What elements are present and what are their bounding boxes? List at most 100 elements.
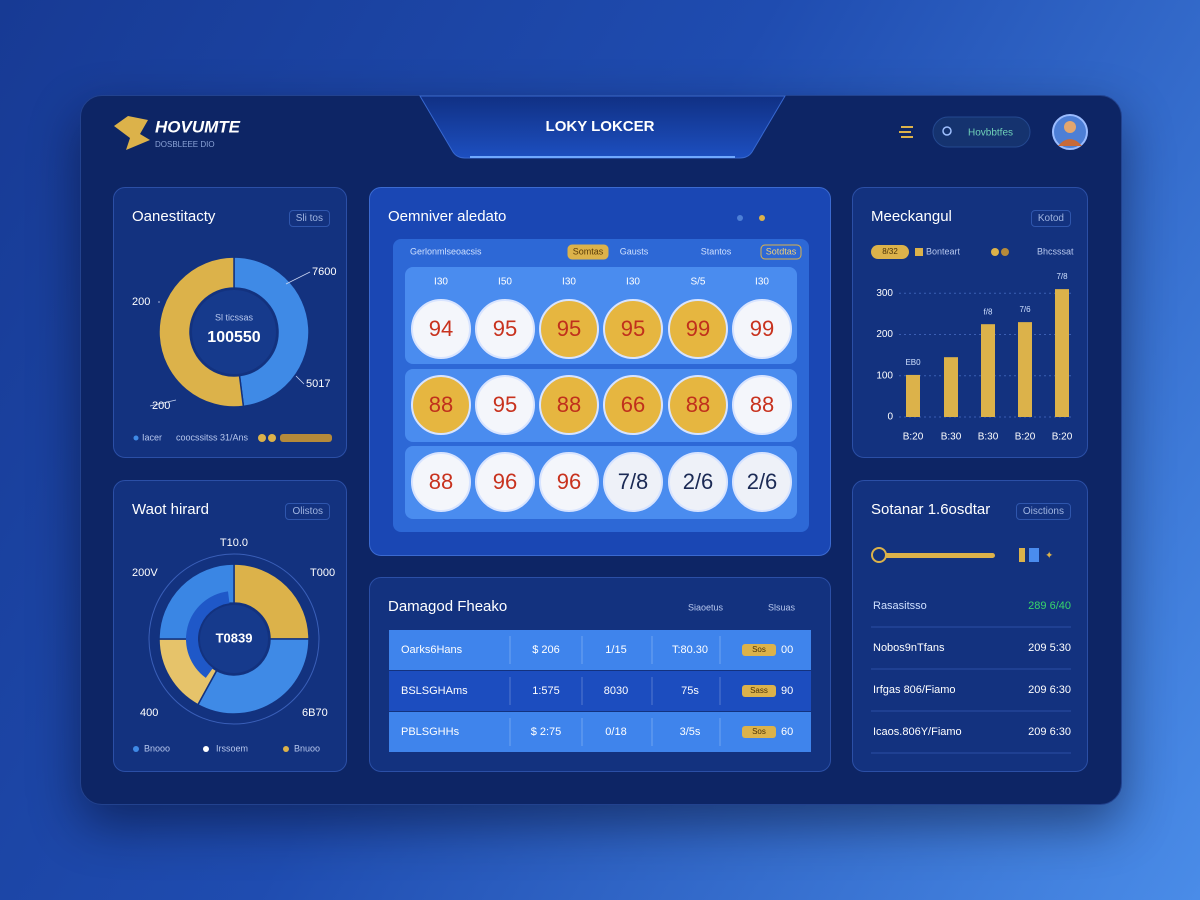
legend-dot (283, 746, 289, 752)
legend-dot (258, 434, 266, 442)
ball[interactable] (539, 375, 599, 435)
ball[interactable] (668, 452, 728, 512)
ball[interactable] (603, 299, 663, 359)
donut-hole (192, 290, 276, 374)
status-list: ✦ Rasasitsso 289 6/40 Nobos9nTfans 209 5:30 I… (871, 547, 1071, 754)
ball[interactable] (411, 299, 471, 359)
panel-title: Damagod Fheako (388, 598, 508, 615)
table-cell: Oarks6Hans (401, 644, 463, 656)
table-cell: 75s (681, 685, 699, 697)
donut-segment (233, 563, 310, 640)
ball-number: 88 (557, 392, 581, 417)
table-cell: 0/18 (605, 726, 626, 738)
tab-title: LOKY LOKCER (546, 118, 655, 135)
ball[interactable] (732, 452, 792, 512)
ball-number: 88 (429, 392, 453, 417)
ball-number: 99 (750, 316, 774, 341)
filter-label: Somtas (573, 246, 604, 256)
row-name: Icaos.806Y/Fiamo (873, 726, 962, 738)
callout-label: T000 (310, 567, 335, 579)
ball[interactable] (603, 452, 663, 512)
bar-annotation: 7/8 (1056, 272, 1068, 281)
legend-dot (1001, 248, 1009, 256)
filter-label: Sotdtas (766, 246, 797, 256)
callout-label: 7600 (312, 266, 336, 278)
row-name: Irfgas 806/Fiamo (873, 684, 956, 696)
table-cell: $ 206 (532, 644, 560, 656)
table-row (389, 671, 811, 711)
badge (742, 644, 776, 656)
donut-hole (200, 605, 268, 673)
filter-pill[interactable] (567, 244, 609, 260)
ball-number: 95 (557, 316, 581, 341)
y-tick-label: 200 (876, 329, 893, 340)
status-dot (759, 215, 765, 221)
ball[interactable] (411, 452, 471, 512)
panel-title: Sotanar 1.6osdtar (871, 501, 991, 518)
table: Siaoetus Slsuas Oarks6Hans $ 206 1/15 T:80.30… (389, 602, 811, 752)
ball[interactable] (603, 375, 663, 435)
dropdown[interactable]: Olistos (285, 503, 330, 520)
callout-label: 5017 (306, 378, 330, 390)
row-value: 209 6:30 (1028, 726, 1071, 738)
trend-chart: 8/32 Bonteart Bhcsssat 0 100 200 300 EB0 B:20 B:3… (871, 245, 1074, 443)
donut-segment (158, 563, 235, 640)
slider-knob[interactable] (871, 547, 887, 563)
icon (1029, 548, 1039, 562)
legend-label: Bonteart (926, 246, 961, 256)
dropdown[interactable]: Sli tos (288, 210, 330, 227)
bar (1018, 322, 1032, 417)
table-cell: PBLSGHHs (401, 726, 460, 738)
ball[interactable] (732, 299, 792, 359)
panel-title: Waot hirard (132, 501, 209, 518)
ball[interactable] (539, 299, 599, 359)
row-value: 289 6/40 (1028, 600, 1071, 612)
ball-number: 88 (429, 469, 453, 494)
avatar-face (1064, 121, 1076, 133)
logo-icon (114, 116, 150, 150)
table-cell: 90 (781, 685, 793, 697)
ball-number: 94 (429, 316, 453, 341)
search-box[interactable] (932, 116, 1031, 148)
draws-grid: Gerlonmlseoacsis Somtas Gausts Stantos Sotdt… (393, 215, 809, 532)
table-cell: T:80.30 (672, 644, 708, 656)
table-cell: 60 (781, 726, 793, 738)
filter-pill[interactable] (760, 244, 802, 260)
ball[interactable] (539, 452, 599, 512)
ball[interactable] (732, 375, 792, 435)
column-label: I30 (434, 277, 448, 288)
donut-segment (196, 638, 310, 715)
table-cell: 8030 (604, 685, 628, 697)
table-cell: 00 (781, 644, 793, 656)
donut-segment (233, 256, 310, 408)
menu-icon[interactable] (899, 126, 913, 138)
legend-dot (268, 434, 276, 442)
ball[interactable] (668, 299, 728, 359)
legend-dot (203, 746, 209, 752)
legend-swatch (915, 248, 923, 256)
legend-label: Bnuoo (294, 743, 320, 753)
row-name: Nobos9nTfans (873, 642, 945, 654)
column-label: S/5 (690, 277, 705, 288)
donut-center-label: Sl ticssas (215, 312, 254, 322)
dropdown[interactable]: Kotod (1030, 210, 1071, 227)
ball[interactable] (475, 299, 535, 359)
callout-label: 200 (152, 400, 170, 412)
ball[interactable] (475, 452, 535, 512)
callout-label: 200 (132, 296, 150, 308)
panel-title: Oanestitacty (132, 208, 216, 225)
dropdown[interactable]: Oisctions (1015, 503, 1071, 520)
weights-chart: T0839 T10.0 200V T000 400 6B70 Bnooo Irssoem Bnu… (132, 537, 335, 753)
column-label: I30 (626, 277, 640, 288)
ball-number: 95 (621, 316, 645, 341)
ball[interactable] (411, 375, 471, 435)
badge-label: Sass (750, 686, 768, 695)
search-icon (942, 126, 952, 136)
badge-label: Sos (752, 727, 766, 736)
legend-swatch (280, 434, 332, 442)
callout-line (295, 375, 305, 385)
slider-track (875, 553, 995, 558)
ball[interactable] (668, 375, 728, 435)
ball[interactable] (475, 375, 535, 435)
